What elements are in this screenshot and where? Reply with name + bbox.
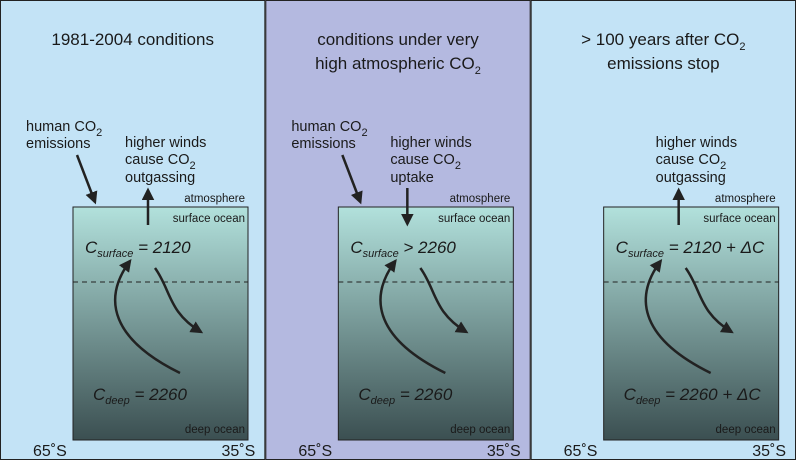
atmosphere-label: atmosphere — [184, 193, 245, 205]
panel-title: high atmospheric CO2 — [315, 54, 481, 77]
winds-label-line1: higher winds — [390, 135, 471, 151]
subduction-arrow — [684, 267, 734, 334]
deep-ocean-label: deep ocean — [716, 424, 776, 436]
atmosphere-label: atmosphere — [450, 193, 511, 205]
emissions-label: human CO2 — [26, 119, 102, 139]
upwelling-arrow — [644, 258, 712, 375]
c-surface-label: Csurface = 2120 — [85, 238, 191, 260]
lat-right-label: 35˚S — [222, 443, 256, 460]
ocean-box — [72, 206, 249, 441]
winds-label-line2: cause CO2 — [125, 152, 196, 172]
panel-title: conditions under very — [317, 30, 479, 49]
subduction-arrow — [419, 267, 469, 334]
surface-ocean-label: surface ocean — [173, 213, 245, 225]
emissions-label-line2: emissions — [291, 136, 355, 152]
surface-ocean-label: surface ocean — [703, 213, 775, 225]
c-surface-label: Csurface > 2260 — [350, 238, 456, 260]
panel-title: emissions stop — [607, 54, 719, 73]
winds-label-line1: higher winds — [656, 135, 737, 151]
panel-1: 1981-2004 conditions atmosphere surface oc… — [0, 0, 266, 460]
panel-2: conditions under very high atmospheric CO… — [265, 0, 531, 460]
winds-label-line2: cause CO2 — [656, 152, 727, 172]
ocean-box — [337, 206, 514, 441]
surface-ocean-label: surface ocean — [438, 213, 510, 225]
winds-label-line3: outgassing — [656, 170, 726, 186]
c-surface-label: Csurface = 2120 + ΔC — [616, 238, 765, 260]
lat-left-label: 65˚S — [298, 443, 332, 460]
lat-right-label: 35˚S — [752, 443, 786, 460]
ocean-box — [603, 206, 780, 441]
deep-ocean-label: deep ocean — [450, 424, 510, 436]
lat-left-label: 65˚S — [33, 443, 67, 460]
lat-right-label: 35˚S — [487, 443, 521, 460]
atmosphere-label: atmosphere — [715, 193, 776, 205]
c-deep-label: Cdeep = 2260 — [358, 385, 453, 407]
emissions-arrow — [75, 154, 98, 205]
upwelling-arrow — [379, 258, 446, 375]
emissions-label-line2: emissions — [26, 136, 90, 152]
subduction-arrow — [153, 267, 204, 334]
winds-label-line2: cause CO2 — [390, 152, 461, 172]
winds-label-line1: higher winds — [125, 135, 206, 151]
panel-title: > 100 years after CO2 — [581, 30, 745, 53]
panel-title: 1981-2004 conditions — [51, 30, 214, 49]
lat-left-label: 65˚S — [564, 443, 598, 460]
emissions-arrow — [341, 154, 363, 205]
winds-label-line3: uptake — [390, 170, 434, 186]
winds-label-line3: outgassing — [125, 170, 195, 186]
c-deep-label: Cdeep = 2260 + ΔC — [624, 385, 762, 407]
deep-ocean-label: deep ocean — [185, 424, 245, 436]
upwelling-arrow — [114, 258, 181, 375]
c-deep-label: Cdeep = 2260 — [93, 385, 188, 407]
emissions-label: human CO2 — [291, 119, 367, 139]
